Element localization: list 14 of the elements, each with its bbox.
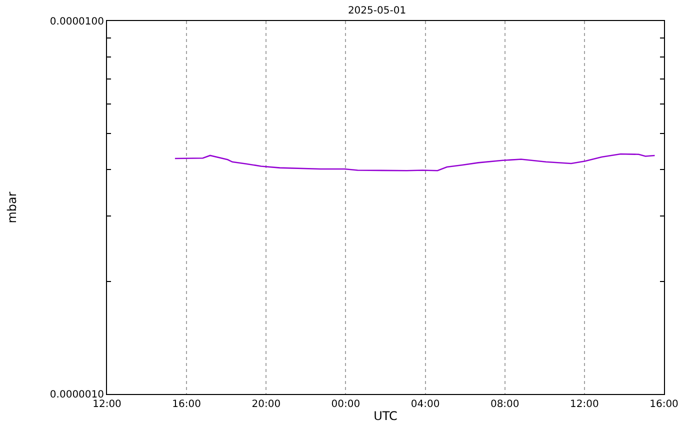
y-axis-title: mbar — [5, 192, 20, 224]
y-tick-label: 0.0000010 — [50, 390, 104, 400]
y-tick-label: 0.0000100 — [50, 16, 104, 28]
line-series — [174, 153, 656, 172]
x-tick-label: 00:00 — [331, 399, 360, 410]
x-tick-label: 20:00 — [252, 399, 281, 410]
x-tick-label: 16:00 — [650, 399, 678, 410]
x-tick-label: 12:00 — [570, 399, 599, 410]
chart-title: 2025-05-01 — [348, 5, 406, 16]
x-tick-label: 08:00 — [490, 399, 520, 410]
x-tick-label: 04:00 — [410, 399, 440, 410]
x-axis-title: UTC — [374, 408, 398, 423]
x-tick-label: 12:00 — [92, 399, 122, 410]
x-tick-label: 16:00 — [172, 399, 201, 410]
